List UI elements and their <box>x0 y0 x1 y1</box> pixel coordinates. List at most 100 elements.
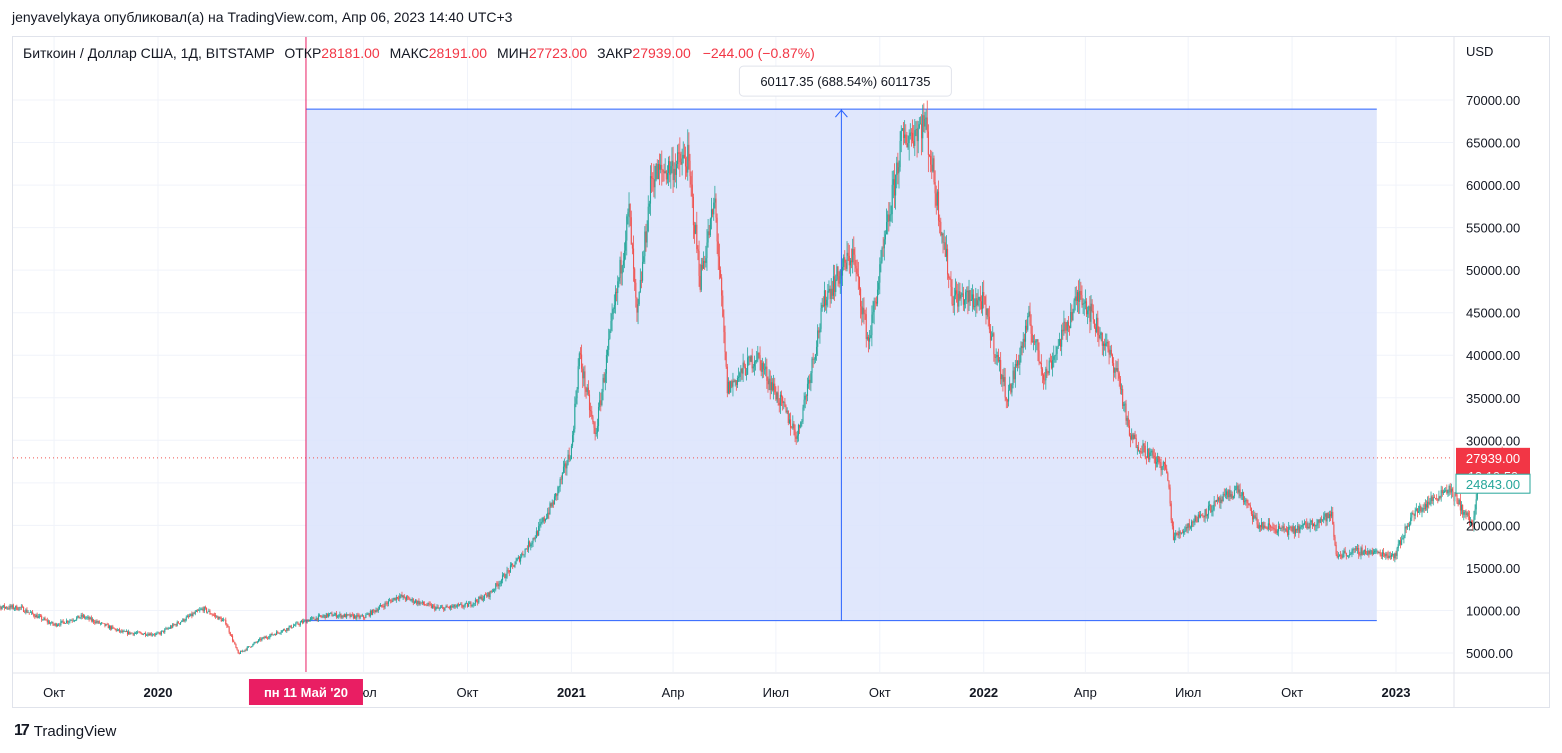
candle-body <box>1379 552 1381 556</box>
candle-body <box>1405 526 1407 529</box>
candle-body <box>710 209 713 219</box>
candle-body <box>1341 555 1343 558</box>
candle-body <box>1445 490 1447 492</box>
candle-body <box>6 607 8 609</box>
candle-body <box>438 608 440 609</box>
candle-body <box>1085 301 1088 315</box>
candle-body <box>1067 321 1069 327</box>
candle-body <box>923 115 925 127</box>
candle-body <box>1420 506 1422 512</box>
candle-body <box>1204 509 1206 518</box>
candle-body <box>1431 496 1433 501</box>
candle-body <box>157 632 159 634</box>
candle-body <box>1348 555 1350 557</box>
candle-body <box>364 617 366 619</box>
candle-body <box>602 377 604 392</box>
candle-body <box>742 362 744 374</box>
candle-body <box>1412 513 1414 515</box>
candle-body <box>704 261 706 263</box>
candle-body <box>1136 447 1138 448</box>
candle-body <box>1357 548 1359 550</box>
candle-body <box>1268 523 1271 526</box>
candle-body <box>402 595 404 598</box>
candle-body <box>1386 553 1388 555</box>
candle-body <box>76 617 78 620</box>
candle-body <box>228 627 230 633</box>
candle-body <box>847 252 849 256</box>
candle-body <box>897 162 899 174</box>
candle-body <box>1137 447 1140 452</box>
candle-body <box>777 392 779 403</box>
candle-body <box>1039 362 1041 363</box>
candle-body <box>180 622 182 624</box>
candle-body <box>1293 526 1295 534</box>
candle-body <box>708 231 710 236</box>
candle-body <box>726 366 728 394</box>
candle-body <box>825 290 827 306</box>
candle-body <box>605 354 607 374</box>
candle-body <box>191 613 193 617</box>
candle-body <box>145 633 147 636</box>
candle-body <box>1345 553 1347 556</box>
candle-body <box>1310 520 1312 523</box>
candle-body <box>1020 345 1022 355</box>
candle-body <box>1176 532 1178 535</box>
candle-body <box>1308 526 1310 528</box>
candle-body <box>1026 325 1028 330</box>
candle-body <box>376 610 378 612</box>
candle-body <box>1470 520 1472 524</box>
candle-body <box>1185 527 1187 531</box>
candle-body <box>841 266 844 276</box>
candle-body <box>224 619 226 621</box>
candle-body <box>459 604 461 605</box>
candle-body <box>497 584 499 587</box>
candle-body <box>1140 451 1142 453</box>
candle-body <box>207 611 209 613</box>
candle-body <box>253 643 255 645</box>
candle-body <box>940 221 942 236</box>
candle-body <box>1053 356 1055 360</box>
footer[interactable]: 17 TradingView <box>14 722 116 740</box>
candle-body <box>644 231 646 257</box>
candle-body <box>788 419 790 424</box>
candle-body <box>1241 492 1243 496</box>
candle-body <box>1423 508 1425 510</box>
time-axis[interactable]: Окт 2020 Июл Окт 2021 Апр Июл Окт 2022 Апр Июл Окт 2… <box>43 685 1410 700</box>
candle-body <box>383 606 385 608</box>
candle-body <box>1038 350 1040 363</box>
candle-body <box>963 299 966 305</box>
candle-body <box>638 291 640 305</box>
candle-body <box>1186 527 1188 529</box>
candle-body <box>292 625 295 628</box>
candle-body <box>628 203 630 213</box>
candle-body <box>901 128 903 131</box>
candle-body <box>949 278 951 280</box>
candle-body <box>496 583 498 585</box>
candle-body <box>276 631 278 636</box>
candle-body <box>174 624 176 626</box>
price-axis[interactable]: 5000.0010000.0015000.0020000.0025000.003… <box>1466 93 1520 661</box>
candle-body <box>753 361 755 367</box>
candle-body <box>705 258 707 263</box>
candle-body <box>1028 311 1030 317</box>
candle-body <box>957 293 959 307</box>
candle-body <box>190 613 192 617</box>
candle-body <box>1359 554 1361 556</box>
candle-body <box>403 595 405 599</box>
candle-body <box>288 626 290 630</box>
candle-body <box>1305 522 1307 524</box>
candle-body <box>765 366 767 370</box>
candle-body <box>265 636 267 638</box>
candle-body <box>730 381 732 393</box>
candle-body <box>1314 523 1316 527</box>
candle-body <box>1291 527 1293 532</box>
candle-body <box>1056 346 1058 354</box>
candle-body <box>873 301 875 313</box>
candle-body <box>269 635 271 638</box>
x-tick-label: Окт <box>869 685 891 700</box>
candle-body <box>1120 388 1123 390</box>
candle-body <box>637 304 639 313</box>
candle-body <box>634 268 636 283</box>
candle-body <box>384 602 386 608</box>
